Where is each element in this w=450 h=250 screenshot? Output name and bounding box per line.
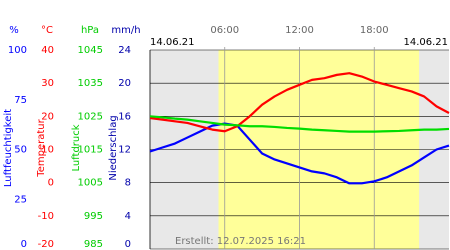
y-tick-label: 0: [21, 239, 27, 250]
y-tick-label: 0: [48, 178, 54, 189]
x-tick-label: 12:00: [285, 25, 314, 36]
y-tick-label: 40: [41, 45, 54, 56]
y-tick-label: 985: [84, 239, 103, 250]
x-tick-label: 06:00: [210, 25, 239, 36]
y-tick-label: 4: [125, 211, 131, 222]
y-tick-label: 25: [14, 194, 27, 205]
data-line: [149, 115, 450, 133]
y-tick-label: 1005: [78, 178, 103, 189]
y-tick-label: 16: [118, 111, 131, 122]
axis-title: Niederschlag: [108, 115, 119, 180]
axis-title: Luftdruck: [71, 124, 82, 171]
y-tick-label: 20: [118, 78, 131, 89]
y-tick-label: 0: [125, 239, 131, 250]
y-tick-label: 75: [14, 95, 27, 106]
y-tick-label: 20: [41, 111, 54, 122]
y-tick-label: 1045: [78, 45, 103, 56]
y-tick-label: 995: [84, 211, 103, 222]
y-tick-label: 8: [125, 178, 131, 189]
y-tick-label: 1035: [78, 78, 103, 89]
x-tick-label: 18:00: [360, 25, 389, 36]
y-tick-label: 1025: [78, 111, 103, 122]
y-tick-label: 30: [41, 78, 54, 89]
axis-unit: hPa: [81, 25, 99, 36]
created-note: Erstellt: 12.07.2025 16:21: [175, 236, 306, 247]
y-tick-label: 10: [41, 145, 54, 156]
axis-unit: mm/h: [111, 25, 140, 36]
y-tick-label: 100: [8, 45, 27, 56]
y-tick-label: -20: [38, 239, 54, 250]
axis-unit: °C: [41, 25, 53, 36]
y-tick-label: 50: [14, 145, 27, 156]
axis-title: Temperatur: [36, 118, 47, 177]
y-tick-label: 12: [118, 145, 131, 156]
y-tick-label: 24: [118, 45, 131, 56]
y-tick-label: -10: [38, 211, 54, 222]
axis-unit: %: [9, 25, 19, 36]
data-line: [149, 122, 450, 185]
data-line: [149, 72, 450, 133]
date-label: 14.06.21: [403, 37, 448, 48]
y-tick-label: 1015: [78, 145, 103, 156]
date-label: 14.06.21: [150, 37, 195, 48]
axis-title: Luftfeuchtigkeit: [3, 109, 14, 187]
